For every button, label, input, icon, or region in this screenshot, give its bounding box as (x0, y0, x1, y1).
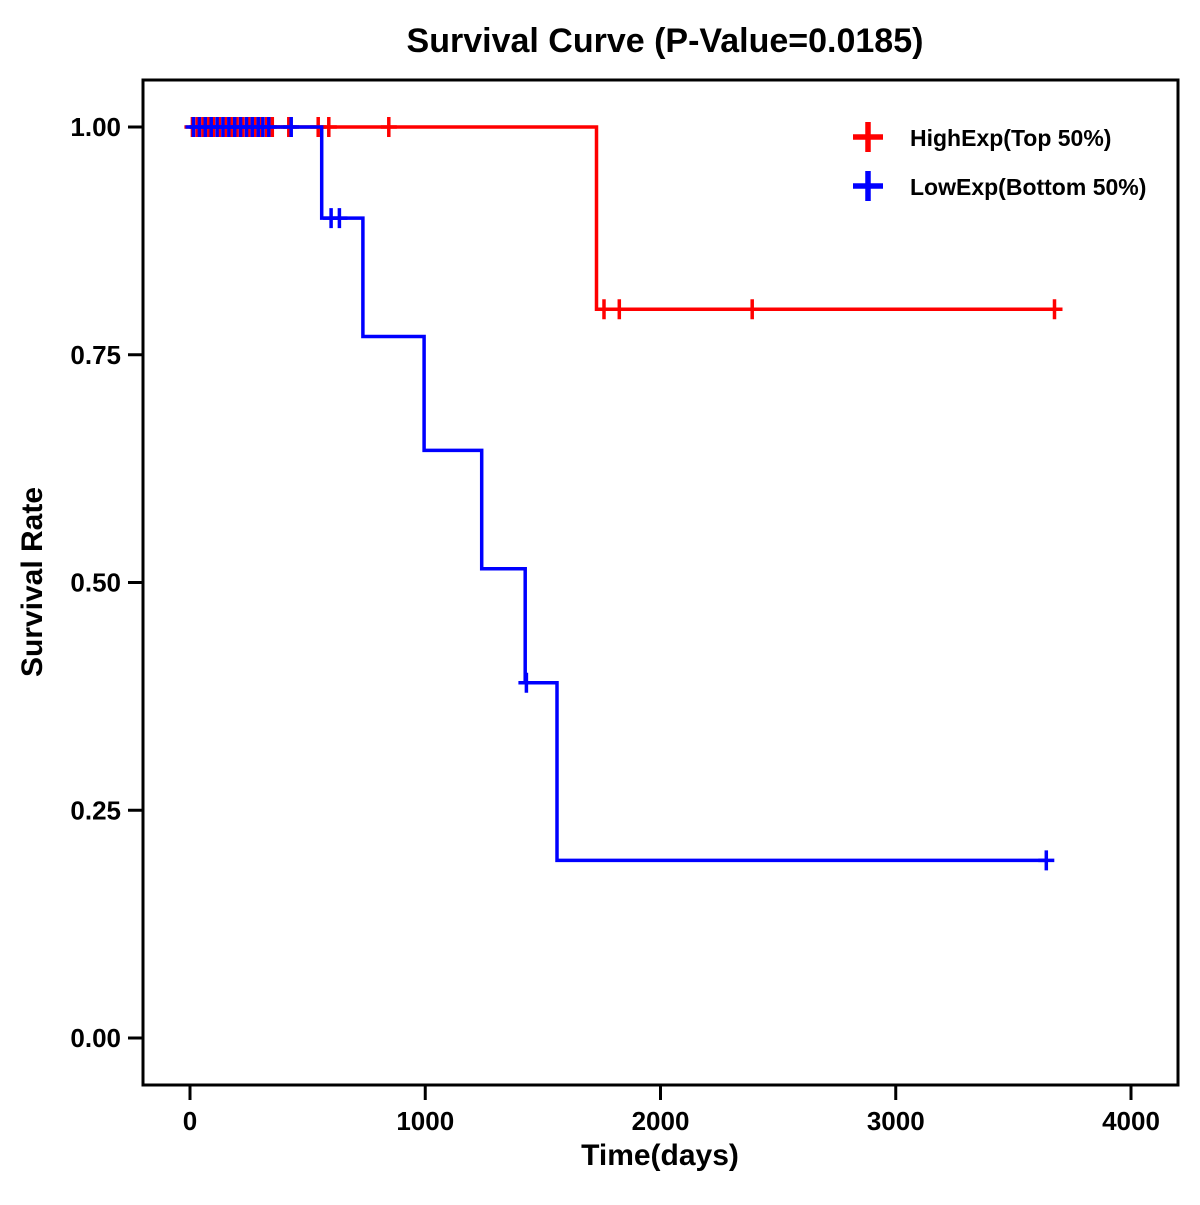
y-tick-label: 0.00 (70, 1023, 121, 1053)
censor-mark (518, 672, 535, 693)
censor-mark (1038, 850, 1055, 871)
censor-mark (260, 117, 277, 137)
censor-mark (283, 117, 300, 137)
plot-area: 0 1000 2000 3000 4000 0.00 0.25 0.50 0.75 1.00 (70, 112, 1160, 1136)
y-tick-label: 0.25 (70, 795, 121, 825)
legend-marker-0 (853, 122, 883, 152)
x-tick-label: 2000 (632, 1106, 690, 1136)
plot-border (141, 78, 1180, 1087)
censor-mark (320, 117, 337, 137)
censor-mark (611, 299, 628, 320)
y-axis-label: Survival Rate (16, 487, 49, 677)
legend-label-lowexp: LowExp(Bottom 50%) (910, 174, 1146, 200)
x-tick-label: 4000 (1102, 1106, 1160, 1136)
y-tick-label: 0.75 (70, 340, 121, 370)
x-axis-label: Time(days) (581, 1139, 739, 1172)
censor-mark (1046, 299, 1063, 320)
x-tick-label: 1000 (396, 1106, 454, 1136)
x-tick-label: 3000 (867, 1106, 925, 1136)
censor-mark (380, 117, 397, 137)
legend-label-highexp: HighExp(Top 50%) (910, 125, 1111, 151)
chart-title: Survival Curve (P-Value=0.0185) (407, 22, 924, 60)
censor-mark (596, 299, 612, 320)
x-tick-label: 0 (183, 1106, 197, 1136)
y-tick-label: 0.50 (70, 568, 121, 598)
censor-mark (331, 208, 348, 229)
legend-marker-1 (853, 171, 883, 201)
y-tick-label: 1.00 (70, 112, 121, 142)
censor-mark (744, 299, 761, 320)
